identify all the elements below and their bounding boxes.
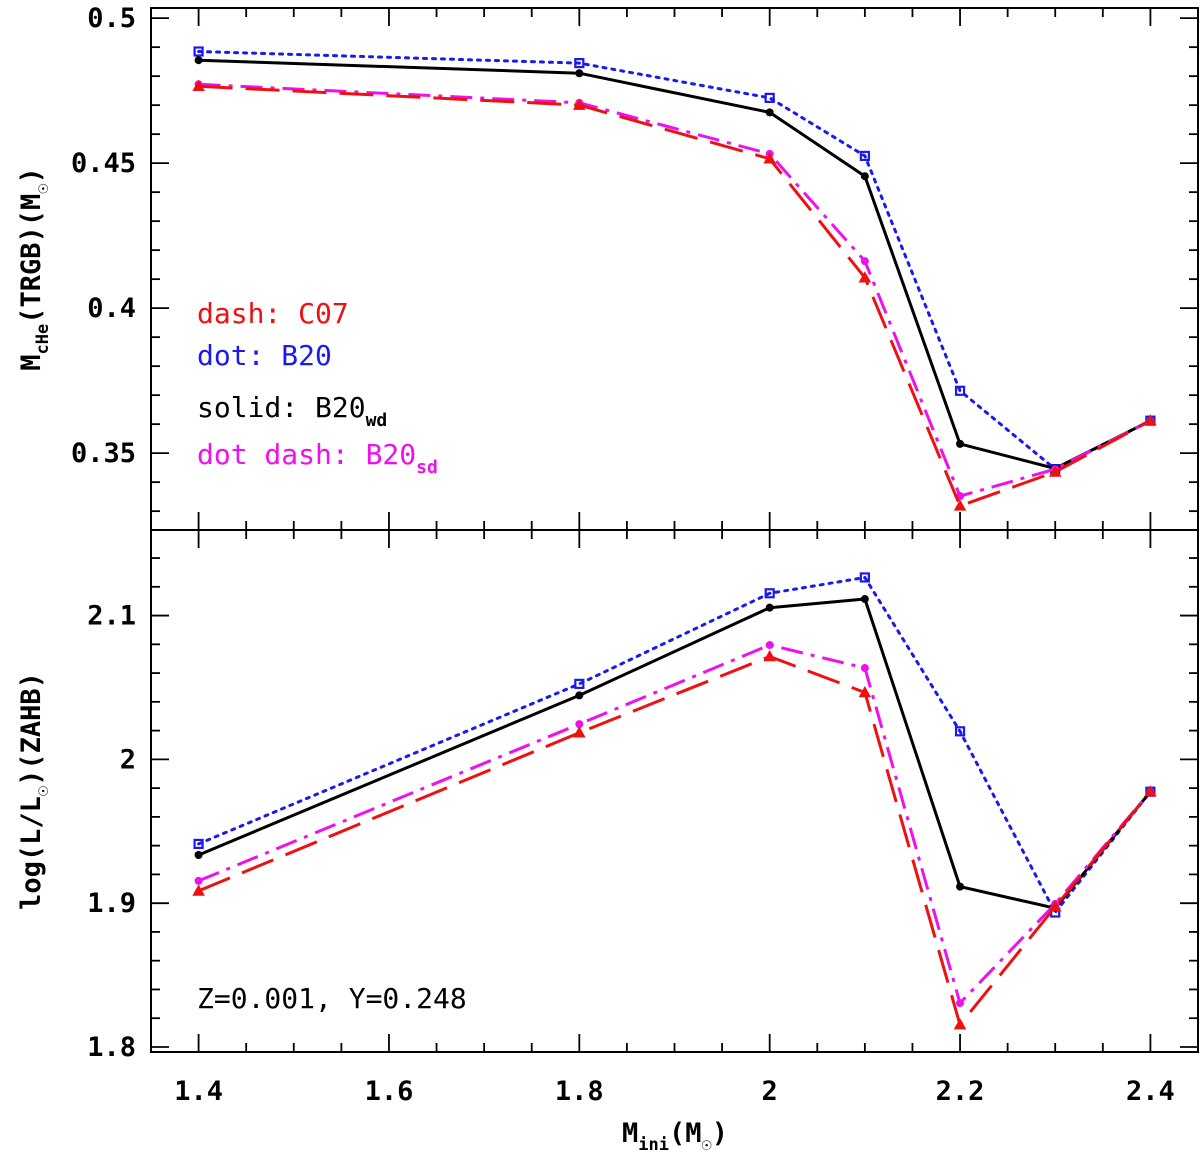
point-B20sd	[194, 876, 203, 885]
x-axis: 1.4 1.6 1.8 2 2.2 2.4 Mini(M☉)	[174, 8, 1175, 1153]
point-C07	[1144, 414, 1157, 426]
x-tick-label: 1.6	[365, 1076, 414, 1107]
point-B20sd	[765, 641, 774, 650]
top-y-axis-label: McHe(TRGB)(M☉)	[16, 167, 53, 371]
point-B20wd	[956, 882, 965, 891]
x-axis-label: Mini(M☉)	[622, 1118, 728, 1153]
bottom-series-C07	[192, 650, 1157, 1030]
top-panel: 0.35 0.4 0.45 0.5 McHe(TRGB)(M☉)	[16, 3, 1198, 513]
bottom-series-B20sd	[194, 641, 1155, 1008]
point-B20wd	[765, 108, 774, 117]
y-tick-label: 2.1	[87, 601, 136, 632]
x-tick-label: 1.8	[555, 1076, 604, 1107]
composition-annotation: Z=0.001, Y=0.248	[197, 982, 467, 1015]
point-C07	[763, 650, 776, 662]
point-B20	[193, 46, 204, 57]
point-B20	[764, 588, 775, 599]
line-B20sd	[198, 82, 1152, 498]
x-tick-label: 2	[762, 1076, 778, 1107]
y-tick-label: 2	[120, 744, 136, 775]
point-C07	[573, 726, 586, 738]
point-B20	[859, 150, 870, 161]
point-B20sd	[860, 664, 869, 673]
legend-entry-C07: dash: C07	[197, 297, 349, 330]
point-B20wd	[194, 850, 203, 859]
point-B20sd	[956, 999, 965, 1008]
legend-entry-B20sd: dot dash: B20sd	[197, 438, 438, 478]
x-tick-label: 2.2	[936, 1076, 985, 1107]
point-C07	[1048, 900, 1062, 912]
y-tick-label: 1.8	[87, 1032, 136, 1063]
line-B20sd	[198, 643, 1152, 1005]
point-B20	[574, 57, 585, 69]
point-B20wd	[194, 56, 203, 65]
point-C07	[192, 79, 205, 92]
point-B20sd	[860, 257, 869, 266]
x-tick-label: 1.4	[174, 1076, 223, 1107]
y-tick-label: 1.9	[87, 888, 136, 919]
bottom-series-B20	[193, 572, 1156, 918]
x-tick-label: 2.4	[1126, 1076, 1175, 1107]
point-B20	[574, 678, 585, 689]
line-B20wd	[198, 597, 1152, 910]
point-B20	[859, 572, 870, 583]
point-B20wd	[575, 69, 584, 78]
point-B20wd	[765, 603, 774, 612]
y-tick-label: 0.45	[71, 148, 136, 179]
point-C07	[858, 685, 872, 698]
point-B20sd	[575, 720, 584, 729]
line-B20	[197, 576, 1152, 914]
legend-entry-B20: dot: B20	[197, 339, 332, 372]
top-series-C07	[192, 79, 1157, 511]
point-C07	[763, 152, 776, 164]
line-C07	[198, 655, 1152, 1027]
bottom-y-axis-label: log(L/L☉)(ZAHB)	[16, 672, 53, 910]
y-tick-label: 0.35	[71, 438, 136, 469]
point-B20wd	[575, 691, 584, 700]
point-B20	[954, 726, 966, 737]
point-C07	[953, 1018, 967, 1030]
point-B20	[193, 838, 204, 850]
point-B20wd	[860, 595, 869, 604]
bottom-series-B20wd	[194, 595, 1155, 913]
point-C07	[858, 271, 872, 283]
point-B20wd	[860, 172, 869, 181]
point-C07	[192, 884, 205, 896]
legend: dash: C07 dot: B20 solid: B20wd dot dash: B…	[197, 297, 438, 478]
y-tick-label: 0.4	[87, 293, 136, 324]
legend-entry-B20wd: solid: B20wd	[197, 391, 387, 431]
bottom-panel: 1.8 1.9 2 2.1 log(L/L☉)(ZAHB)	[16, 557, 1198, 1063]
point-C07	[1048, 465, 1062, 477]
point-C07	[1144, 785, 1157, 797]
point-B20	[954, 385, 966, 396]
point-C07	[953, 499, 967, 511]
y-tick-label: 0.5	[87, 3, 136, 34]
point-B20wd	[956, 439, 965, 448]
point-B20	[764, 92, 775, 104]
point-C07	[573, 98, 586, 110]
